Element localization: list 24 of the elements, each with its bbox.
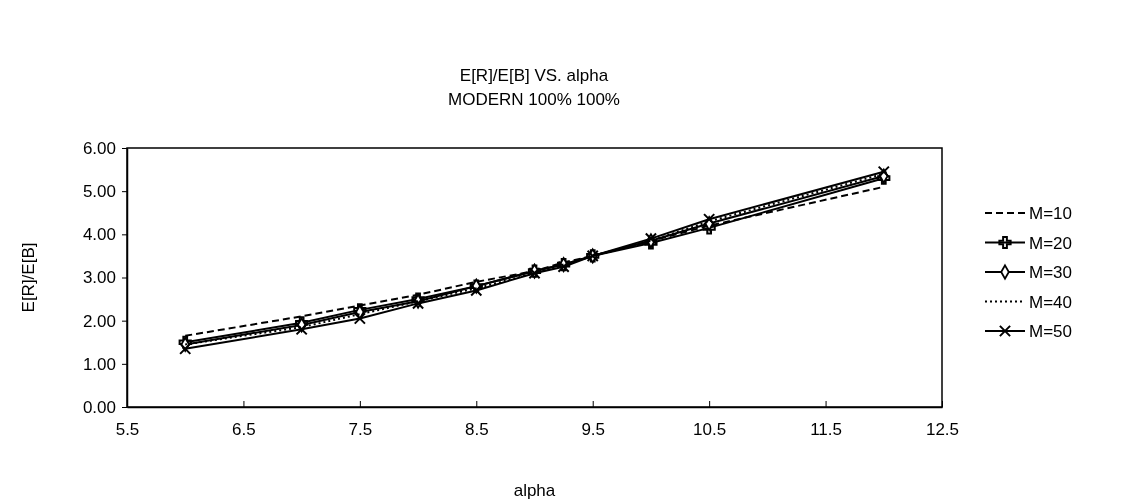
legend-label: M=20: [1029, 233, 1072, 253]
y-tick-label: 1.00: [82, 354, 116, 374]
legend-label: M=10: [1029, 204, 1072, 223]
x-tick-label: 12.5: [925, 420, 960, 440]
y-tick-label: 4.00: [82, 225, 116, 245]
y-tick-label: 3.00: [82, 268, 116, 288]
x-tick-label: 5.5: [115, 420, 140, 440]
y-tick-label: 2.00: [82, 311, 116, 331]
legend-label: M=50: [1029, 322, 1072, 341]
x-tick-label: 9.5: [581, 420, 606, 440]
x-tick-label: 6.5: [232, 420, 256, 440]
x-tick-label: 7.5: [348, 420, 373, 440]
chart-subtitle: MODERN 100% 100%: [448, 90, 620, 109]
legend-label: M=40: [1029, 292, 1072, 312]
y-tick-label: 5.00: [82, 182, 116, 202]
y-tick-label: 6.00: [82, 138, 116, 158]
x-tick-label: 8.5: [464, 420, 489, 440]
x-tick-label: 11.5: [810, 420, 842, 440]
x-axis-title: alpha: [513, 481, 556, 500]
x-tick-label: 10.5: [693, 420, 727, 440]
y-axis-title: E[R]/E[B]: [19, 242, 38, 313]
legend-label: M=30: [1029, 263, 1072, 282]
chart-title: E[R]/E[B] VS. alpha: [459, 66, 609, 85]
y-tick-label: 0.00: [82, 397, 116, 417]
